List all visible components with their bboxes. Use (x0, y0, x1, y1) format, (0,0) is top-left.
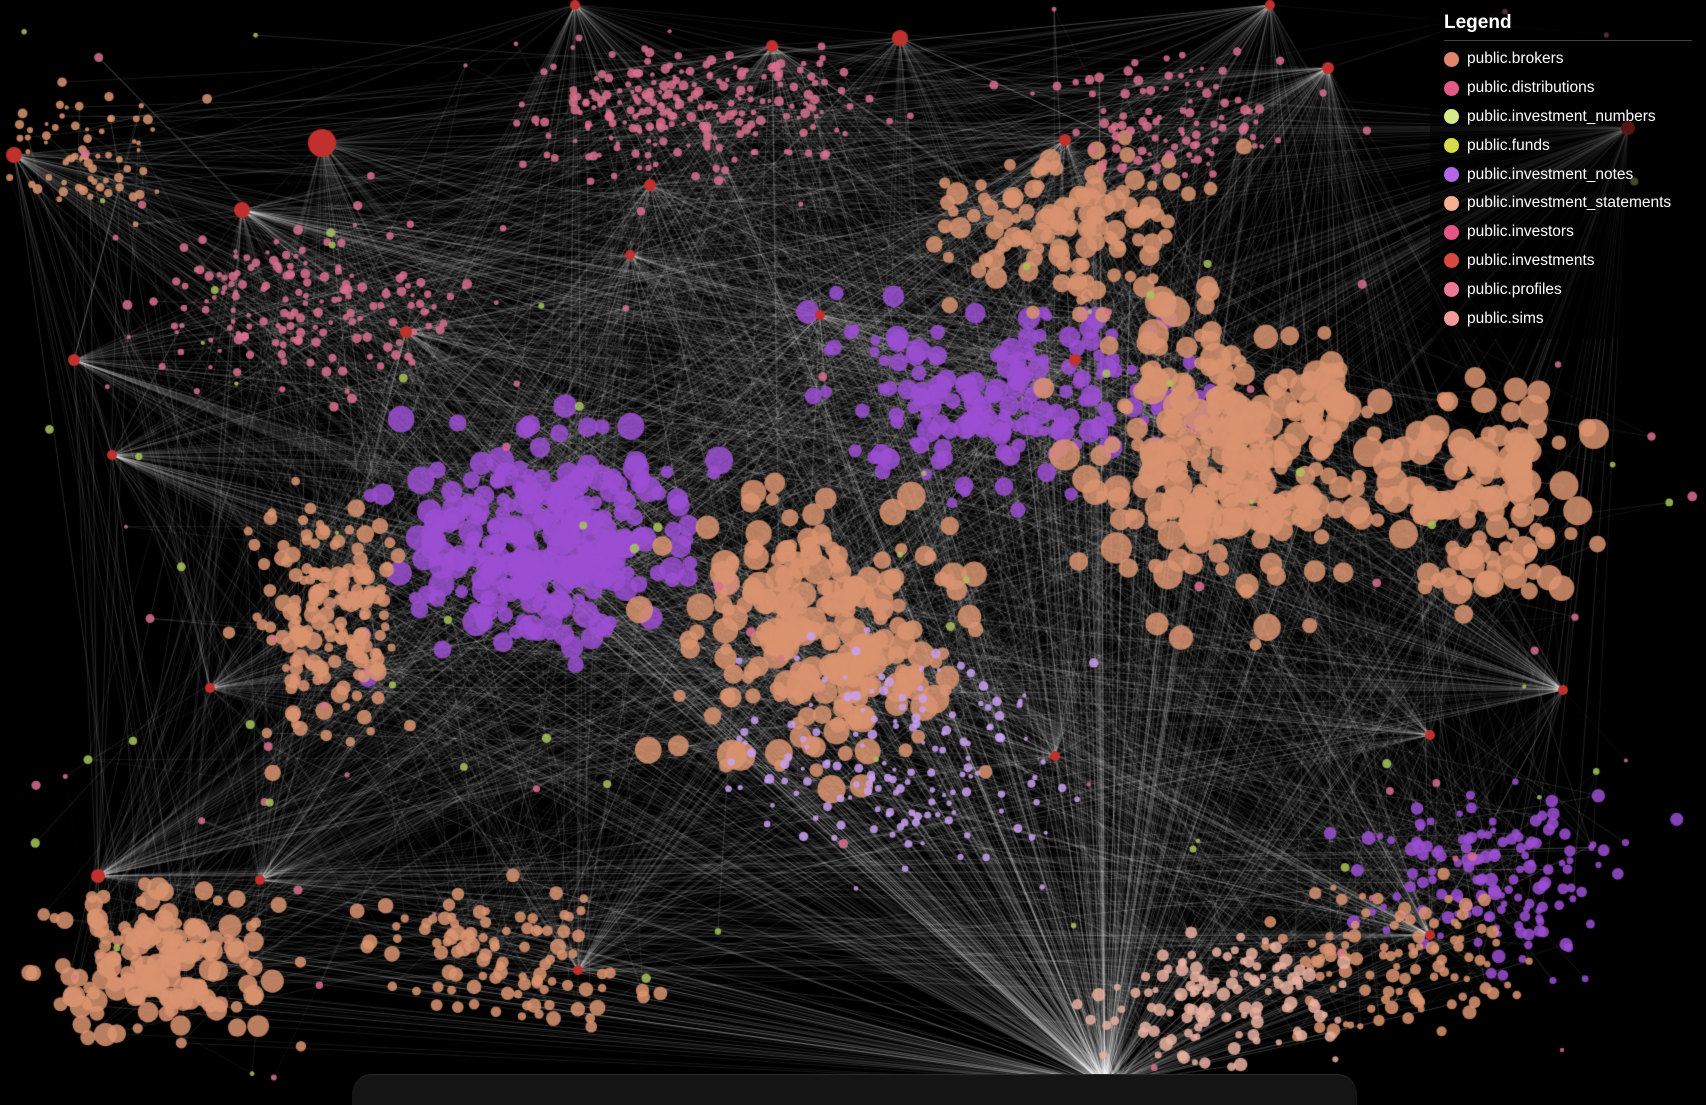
legend-dot-icon (1444, 138, 1459, 154)
legend-item-investments[interactable]: public.investments (1444, 247, 1692, 276)
legend-label: public.distributions (1467, 79, 1595, 97)
legend-label: public.funds (1467, 136, 1550, 154)
legend-item-funds[interactable]: public.funds (1444, 131, 1692, 160)
legend-dot-icon (1444, 80, 1459, 96)
legend-label: public.investments (1467, 251, 1595, 269)
legend-dot-icon (1444, 109, 1459, 125)
legend-item-distributions[interactable]: public.distributions (1444, 74, 1692, 103)
legend-dot-icon (1444, 167, 1459, 183)
legend-title: Legend (1444, 12, 1692, 41)
legend-item-profiles[interactable]: public.profiles (1444, 275, 1692, 304)
legend-items: public.brokers public.distributions publ… (1444, 45, 1692, 333)
legend-dot-icon (1444, 51, 1459, 67)
legend-item-investors[interactable]: public.investors (1444, 218, 1692, 247)
legend-dot-icon (1444, 195, 1459, 211)
legend-dot-icon (1444, 253, 1459, 269)
legend-item-sims[interactable]: public.sims (1444, 304, 1692, 333)
legend-item-investment-notes[interactable]: public.investment_notes (1444, 160, 1692, 189)
legend-label: public.investment_statements (1467, 194, 1672, 212)
legend-item-investment-statements[interactable]: public.investment_statements (1444, 189, 1692, 218)
legend-item-brokers[interactable]: public.brokers (1444, 45, 1692, 74)
legend-label: public.investment_notes (1467, 165, 1634, 183)
legend-dot-icon (1444, 282, 1459, 298)
legend-dot-icon (1444, 311, 1459, 327)
legend-label: public.brokers (1467, 50, 1564, 68)
legend-label: public.investors (1467, 223, 1574, 241)
legend-panel: Legend public.brokers public.distributio… (1430, 8, 1700, 339)
legend-dot-icon (1444, 224, 1459, 240)
legend-item-investment-numbers[interactable]: public.investment_numbers (1444, 103, 1692, 132)
legend-label: public.sims (1467, 309, 1544, 327)
legend-label: public.investment_numbers (1467, 107, 1656, 125)
legend-label: public.profiles (1467, 280, 1562, 298)
bottom-toolbar-panel (352, 1074, 1357, 1105)
